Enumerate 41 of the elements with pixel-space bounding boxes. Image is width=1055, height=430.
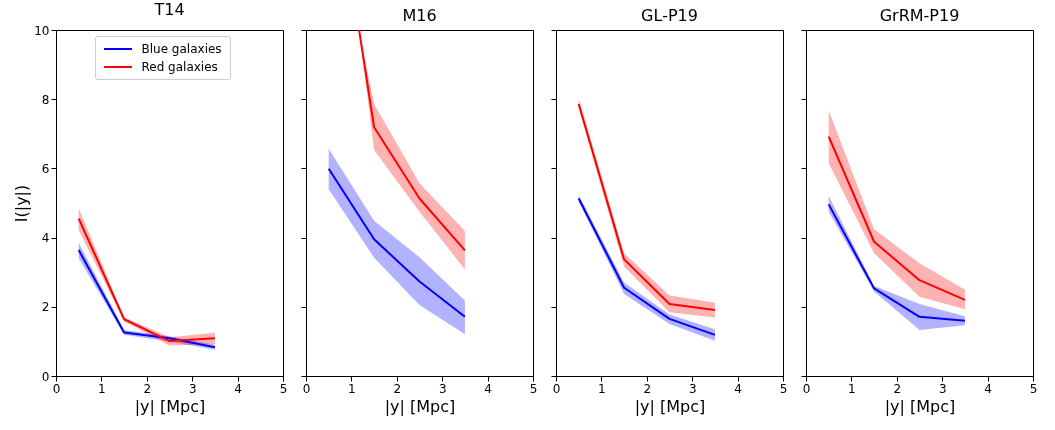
chart-title: T14 bbox=[153, 0, 185, 19]
x-axis-title: |y| [Mpc] bbox=[134, 396, 206, 416]
x-tick-label: 5 bbox=[279, 381, 288, 396]
x-tick-label: 0 bbox=[802, 381, 811, 396]
x-tick-label: 3 bbox=[688, 381, 697, 396]
x-axis-title: |y| [Mpc] bbox=[634, 396, 706, 416]
chart-title: GrRM-P19 bbox=[879, 5, 960, 25]
x-tick-label: 3 bbox=[438, 381, 447, 396]
x-axis-title: |y| [Mpc] bbox=[384, 396, 456, 416]
x-tick-label: 5 bbox=[529, 381, 538, 396]
x-tick-label: 2 bbox=[143, 381, 152, 396]
y-axis-title: I(|y|) bbox=[12, 184, 32, 223]
x-tick-label: 4 bbox=[484, 381, 492, 396]
y-tick-label: 6 bbox=[41, 161, 50, 176]
y-tick-label: 10 bbox=[34, 23, 50, 38]
y-tick-label: 0 bbox=[41, 369, 50, 384]
x-tick-label: 1 bbox=[98, 381, 106, 396]
x-tick-label: 4 bbox=[984, 381, 992, 396]
x-tick-label: 1 bbox=[848, 381, 856, 396]
chart-title: M16 bbox=[402, 5, 437, 25]
x-tick-label: 2 bbox=[893, 381, 902, 396]
x-tick-label: 3 bbox=[188, 381, 197, 396]
x-tick-label: 0 bbox=[302, 381, 311, 396]
x-tick-label: 2 bbox=[643, 381, 652, 396]
x-tick-label: 2 bbox=[393, 381, 402, 396]
chart-title: GL-P19 bbox=[641, 5, 698, 25]
x-tick-label: 1 bbox=[348, 381, 356, 396]
legend-label: Blue galaxies bbox=[141, 41, 222, 58]
legend-label: Red galaxies bbox=[141, 59, 218, 76]
y-tick-label: 8 bbox=[41, 92, 50, 107]
x-tick-label: 3 bbox=[938, 381, 947, 396]
x-tick-label: 4 bbox=[734, 381, 742, 396]
y-tick-label: 4 bbox=[41, 231, 50, 246]
x-tick-label: 4 bbox=[234, 381, 242, 396]
x-tick-label: 5 bbox=[1029, 381, 1038, 396]
x-tick-label: 1 bbox=[598, 381, 606, 396]
y-tick-label: 2 bbox=[41, 300, 50, 315]
x-axis-title: |y| [Mpc] bbox=[884, 396, 956, 416]
x-tick-label: 5 bbox=[779, 381, 788, 396]
x-tick-label: 0 bbox=[52, 381, 61, 396]
x-tick-label: 0 bbox=[552, 381, 561, 396]
